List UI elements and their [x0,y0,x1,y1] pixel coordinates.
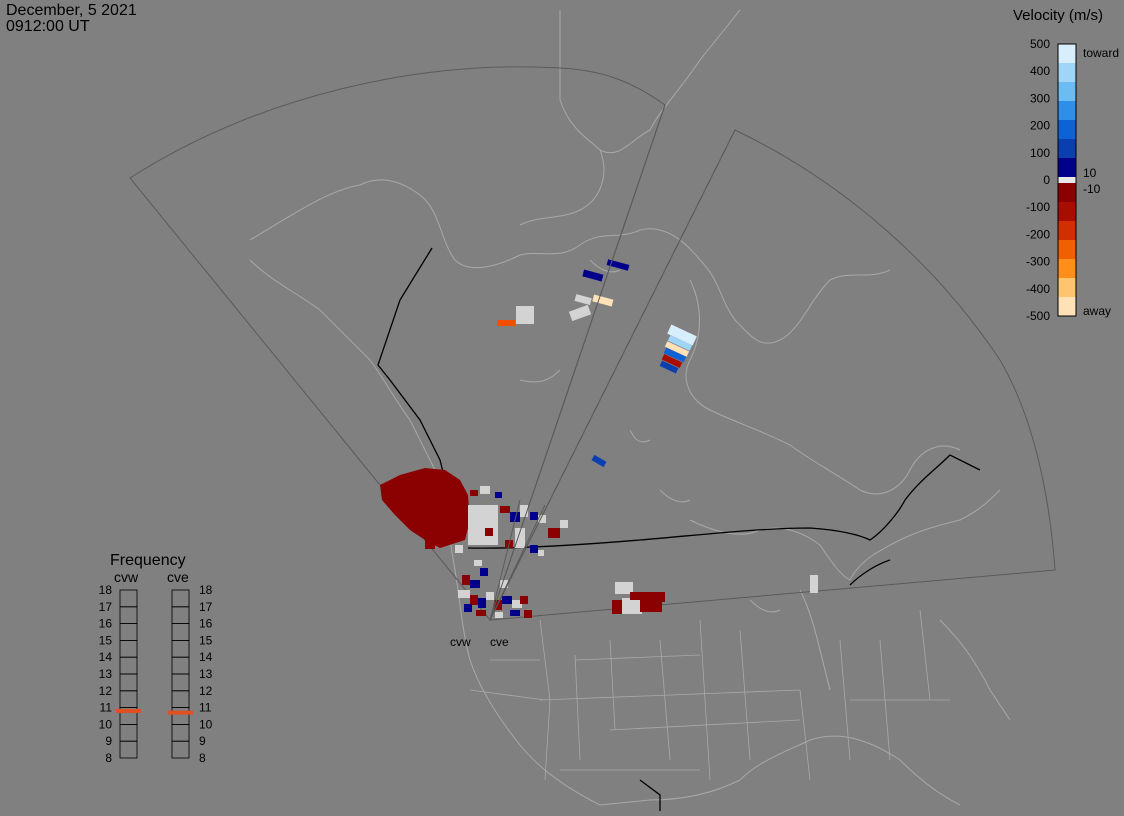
frequency-cell [171,707,190,725]
colorbar-swatch [1058,82,1076,101]
country-borders [377,247,981,811]
frequency-cell [171,673,190,692]
frequency-tick-right: 15 [199,633,213,647]
frequency-tick-left: 10 [99,717,113,731]
colorbar-toward-label: toward [1083,46,1119,60]
date-label: December, 5 2021 [6,2,137,19]
frequency-cell [171,623,190,641]
frequency-cell [171,656,190,675]
colorbar-swatch [1058,240,1076,259]
velocity-cells [380,259,818,618]
coastlines [249,9,1011,806]
frequency-tick-right: 14 [199,650,213,664]
frequency-title: Frequency [110,552,186,569]
frequency-tick-left: 14 [99,650,113,664]
colorbar-swatch [1058,202,1076,221]
frequency-tick-left: 12 [99,684,113,698]
colorbar-swatch [1058,63,1076,82]
frequency-cell [119,724,138,742]
colorbar-swatch [1058,297,1076,316]
colorbar-tick-label: 500 [1030,37,1050,51]
colorbar-tick-label: 400 [1030,64,1050,78]
echo-region-west [380,468,470,548]
frequency-tick-right: 18 [199,583,213,597]
frequency-cell [171,690,190,708]
colorbar-zero-band [1058,177,1076,183]
frequency-tick-right: 17 [199,600,213,614]
fov-cve [489,129,1056,621]
velocity-colorbar: Velocity (m/s) 500 400 300 200 100 0 -100 -200 -… [1013,7,1119,323]
fov-cvw [129,66,666,622]
frequency-panel: Frequency cvw cve 18 18 17 17 16 16 15 15 14 14 13… [99,552,213,765]
frequency-marker-cve [168,710,193,715]
frequency-tick-left: 17 [99,600,113,614]
frequency-tick-right: 11 [199,701,212,715]
colorbar-tick-label: 200 [1030,119,1050,133]
radar-beam-lines [489,104,736,621]
frequency-cell [119,589,138,608]
frequency-tick-right: 13 [199,667,213,681]
frequency-tick-right: 12 [199,684,213,698]
frequency-tick-right: 16 [199,617,213,631]
colorbar-swatch [1058,101,1076,120]
frequency-cell [171,640,190,658]
colorbar-swatches [1057,43,1077,317]
frequency-tick-right: 9 [199,734,206,748]
colorbar-tick-label: -100 [1026,200,1050,214]
colorbar-tick-label: -500 [1026,309,1050,323]
frequency-radar-cvw: cvw [114,569,139,585]
frequency-tick-left: 16 [99,617,113,631]
frequency-tick-left: 11 [100,701,113,715]
frequency-tick-left: 15 [99,633,113,647]
frequency-tick-left: 18 [99,583,113,597]
frequency-cell [119,623,138,641]
colorbar-away-label: away [1083,304,1111,318]
frequency-bars: 18 18 17 17 16 16 15 15 14 14 13 13 12 12 11 11 10 10 9 9 8 8 [99,583,213,765]
frequency-cell [119,673,138,692]
colorbar-tick-label: -200 [1026,227,1050,241]
frequency-cell [171,606,190,624]
frequency-cell [171,740,190,759]
frequency-cell [119,690,138,708]
colorbar-gap-lower-label: -10 [1083,182,1101,196]
colorbar-swatch [1058,278,1076,297]
frequency-marker-cvw [116,708,141,713]
frequency-tick-left: 9 [105,734,112,748]
colorbar-tick-label: 100 [1030,146,1050,160]
time-label: 0912:00 UT [6,18,90,35]
colorbar-gap-upper-label: 10 [1083,166,1097,180]
frequency-cell [119,606,138,624]
radar-fov [129,66,1056,622]
frequency-tick-right: 10 [199,717,213,731]
colorbar-swatch [1058,259,1076,278]
frequency-cell [171,724,190,742]
colorbar-tick-label: -300 [1026,255,1050,269]
colorbar-swatch [1058,44,1076,63]
frequency-cell [119,656,138,675]
colorbar-tick-label: -400 [1026,282,1050,296]
radar-label-cvw: cvw [450,635,471,649]
colorbar-swatch [1058,221,1076,240]
frequency-cell [171,589,190,608]
frequency-tick-left: 13 [99,667,113,681]
frequency-cell [119,640,138,658]
colorbar-swatch [1058,158,1076,177]
colorbar-tick-label: 300 [1030,91,1050,105]
frequency-tick-right: 8 [199,751,206,765]
frequency-radar-cve: cve [167,569,189,585]
frequency-tick-left: 8 [105,751,112,765]
radar-label-cve: cve [490,635,509,649]
colorbar-frame [1057,43,1077,317]
state-lines [469,609,950,781]
colorbar-swatch [1058,120,1076,139]
colorbar-swatch [1058,139,1076,158]
frequency-cell [119,740,138,759]
velocity-scale-title: Velocity (m/s) [1013,7,1103,24]
colorbar-tick-label: 0 [1043,173,1050,187]
colorbar-ticks: 500 400 300 200 100 0 -100 -200 -300 -400 -500 [1026,37,1050,323]
colorbar-swatch [1058,183,1076,202]
